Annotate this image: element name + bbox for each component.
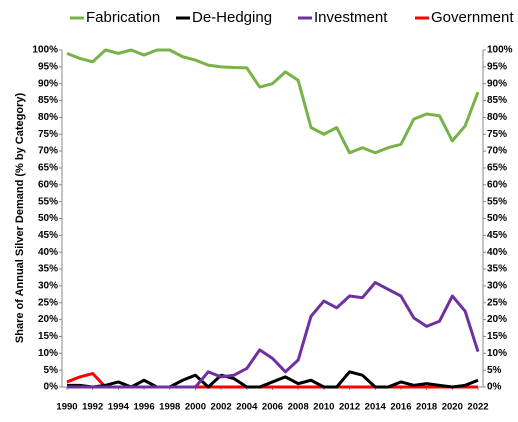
y2-tick-label: 45% xyxy=(487,230,507,241)
y-tick-label: 65% xyxy=(38,163,58,174)
y2-tick-label: 95% xyxy=(487,61,507,72)
x-tick-label: 2000 xyxy=(185,402,206,413)
y2-tick-label: 60% xyxy=(487,179,507,190)
y-tick-label: 75% xyxy=(38,129,58,140)
x-tick-label: 1994 xyxy=(108,402,130,413)
x-tick-label: 2018 xyxy=(416,402,437,413)
y-tick-label: 15% xyxy=(38,331,58,342)
y-axis-label: Share of Annual Silver Demand (% by Cate… xyxy=(14,93,26,344)
y2-tick-label: 50% xyxy=(487,213,507,224)
y-tick-label: 25% xyxy=(38,297,58,308)
x-tick-label: 1996 xyxy=(133,402,154,413)
x-tick-label: 2012 xyxy=(339,402,360,413)
y-tick-label: 35% xyxy=(38,264,58,275)
y2-tick-label: 30% xyxy=(487,281,507,292)
y2-tick-label: 5% xyxy=(487,365,502,376)
y2-tick-label: 15% xyxy=(487,331,507,342)
x-tick-label: 2008 xyxy=(288,402,309,413)
y-tick-label: 50% xyxy=(38,213,58,224)
x-tick-label: 1990 xyxy=(56,402,77,413)
y2-tick-label: 55% xyxy=(487,196,507,207)
y2-tick-label: 85% xyxy=(487,95,507,106)
x-tick-label: 1992 xyxy=(82,402,103,413)
y2-tick-label: 35% xyxy=(487,264,507,275)
y2-tick-label: 65% xyxy=(487,163,507,174)
y-tick-label: 30% xyxy=(38,281,58,292)
y2-tick-label: 10% xyxy=(487,348,507,359)
y-tick-label: 10% xyxy=(38,348,58,359)
y-tick-label: 5% xyxy=(44,365,59,376)
x-tick-label: 2002 xyxy=(211,402,232,413)
legend-label: Government xyxy=(431,9,514,26)
x-tick-label: 1998 xyxy=(159,402,180,413)
x-tick-label: 2014 xyxy=(365,402,387,413)
y-tick-label: 45% xyxy=(38,230,58,241)
y-tick-label: 20% xyxy=(38,314,58,325)
x-tick-label: 2006 xyxy=(262,402,283,413)
legend-label: De-Hedging xyxy=(192,9,272,26)
y2-tick-label: 90% xyxy=(487,78,507,89)
y-tick-label: 40% xyxy=(38,247,58,258)
y2-tick-label: 100% xyxy=(487,45,513,56)
y-tick-label: 70% xyxy=(38,146,58,157)
series-line xyxy=(67,370,479,389)
y-tick-label: 60% xyxy=(38,179,58,190)
y-tick-label: 55% xyxy=(38,196,58,207)
legend-label: Investment xyxy=(314,9,388,26)
y-tick-label: 95% xyxy=(38,61,58,72)
y2-tick-label: 75% xyxy=(487,129,507,140)
y2-tick-label: 20% xyxy=(487,314,507,325)
y-tick-label: 0% xyxy=(44,382,59,393)
legend-label: Fabrication xyxy=(86,9,160,26)
y-tick-label: 85% xyxy=(38,95,58,106)
x-tick-label: 2010 xyxy=(313,402,334,413)
x-tick-label: 2022 xyxy=(467,402,488,413)
y2-tick-label: 0% xyxy=(487,382,502,393)
y-tick-label: 90% xyxy=(38,78,58,89)
y-tick-label: 100% xyxy=(32,45,58,56)
y2-tick-label: 80% xyxy=(487,112,507,123)
x-tick-label: 2016 xyxy=(390,402,411,413)
series-line xyxy=(67,281,480,389)
y2-tick-label: 25% xyxy=(487,297,507,308)
y2-tick-label: 70% xyxy=(487,146,507,157)
series-line xyxy=(66,48,480,155)
y2-tick-label: 40% xyxy=(487,247,507,258)
x-tick-label: 2004 xyxy=(236,402,258,413)
x-tick-label: 2020 xyxy=(442,402,463,413)
y-tick-label: 80% xyxy=(38,112,58,123)
